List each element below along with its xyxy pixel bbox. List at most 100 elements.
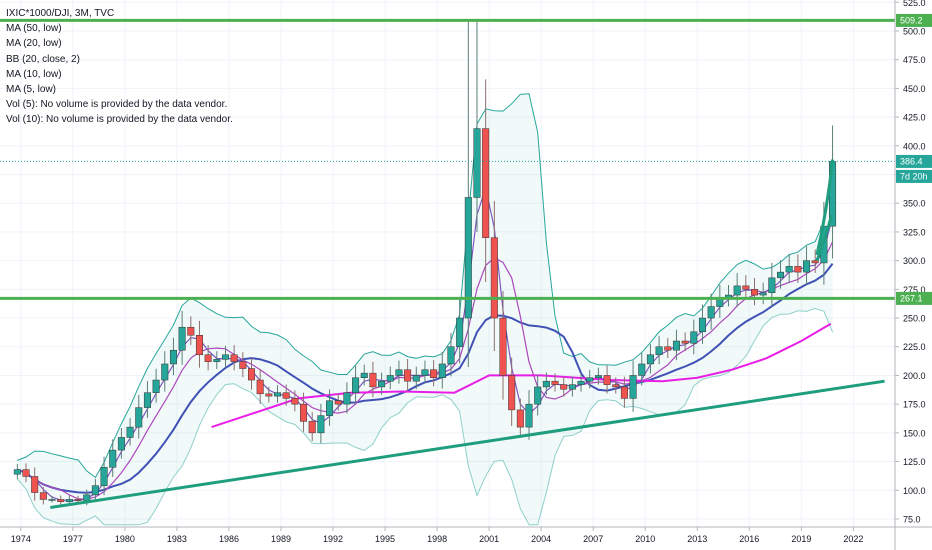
price-tick-label: 500.0 (903, 27, 926, 37)
candle-body (57, 499, 65, 502)
candle-body (65, 499, 73, 502)
candle-body (178, 326, 186, 351)
candle-body (803, 260, 811, 273)
candle-body (74, 499, 82, 501)
candle-body (126, 426, 134, 438)
candle-body (291, 398, 299, 405)
candle-body (152, 379, 160, 393)
price-tick-label: 125.0 (903, 457, 926, 467)
time-tick-label: 2013 (687, 534, 707, 544)
badge-level-509: 509.2 (900, 15, 923, 25)
candle-body (560, 384, 568, 390)
candle-body (326, 400, 334, 416)
candle-body (698, 317, 706, 333)
price-tick-label: 525.0 (903, 0, 926, 8)
price-badges: 509.2 386.4 7d 20h 267.1 (896, 13, 932, 305)
candle-body (733, 285, 741, 296)
legend-bb-20[interactable]: BB (20, close, 2) (6, 53, 80, 65)
candle-body (213, 359, 221, 362)
bollinger-fill (17, 93, 833, 525)
price-tick-label: 175.0 (903, 400, 926, 410)
candle-body (759, 292, 767, 296)
candle-body (48, 499, 56, 501)
price-tick-label: 75.0 (903, 514, 921, 524)
candle-body (135, 407, 143, 428)
candle-body (334, 400, 342, 405)
candle-body (811, 260, 819, 264)
candle-body (655, 346, 663, 356)
legend-symbol[interactable]: IXIC*1000/DJI, 3M, TVC (6, 8, 115, 19)
candle-body (690, 331, 698, 344)
price-tick-label: 425.0 (903, 113, 926, 123)
candle-body (22, 469, 30, 477)
candle-body (664, 346, 672, 351)
legend-ma-5[interactable]: MA (5, low) (6, 84, 57, 96)
time-tick-label: 1992 (323, 534, 343, 544)
badge-last-price-bg (896, 154, 932, 168)
price-tick-label: 300.0 (903, 256, 926, 266)
candle-body (742, 285, 750, 290)
badge-level-267: 267.1 (900, 293, 923, 303)
candlestick-series (13, 20, 837, 506)
bollinger-bands (16, 93, 834, 526)
time-tick-label: 2001 (479, 534, 499, 544)
candle-body (447, 346, 455, 365)
candle-body (751, 289, 759, 296)
candle-body (204, 354, 212, 362)
candle-body (438, 363, 446, 378)
candle-body (542, 380, 550, 388)
candle-body (343, 392, 351, 405)
candle-body (109, 449, 117, 468)
drawing-tools (0, 18, 895, 509)
candle-body (143, 392, 151, 408)
candle-body (482, 128, 490, 238)
candle-body (508, 375, 516, 411)
candle-body (117, 437, 125, 451)
candle-body (430, 369, 438, 378)
bollinger-upper (17, 93, 834, 479)
candle-body (473, 128, 481, 198)
legend-ma-50[interactable]: MA (50, low) (6, 23, 62, 35)
candle-body (672, 340, 680, 351)
badge-level-509-bg (896, 13, 932, 27)
candle-body (161, 363, 169, 381)
candle-body (638, 363, 646, 376)
candle-body (594, 375, 602, 378)
candle-body (464, 197, 472, 319)
chart-grid (0, 0, 895, 527)
candle-body (421, 369, 429, 376)
price-tick-label: 225.0 (903, 342, 926, 352)
candle-body (681, 340, 689, 344)
candle-body (83, 494, 91, 501)
candle-body (577, 380, 585, 385)
time-tick-label: 1974 (11, 534, 31, 544)
candle-body (516, 409, 524, 428)
price-tick-label: 400.0 (903, 141, 926, 151)
candle-body (785, 266, 793, 273)
candle-body (13, 469, 21, 475)
candle-body (282, 392, 290, 399)
price-tick-label: 450.0 (903, 84, 926, 94)
candle-body (777, 271, 785, 279)
badge-level-267-bg (896, 291, 932, 305)
time-tick-label: 1980 (115, 534, 135, 544)
candle-body (404, 369, 412, 382)
legend-vol-5[interactable]: Vol (5): No volume is provided by the da… (6, 99, 228, 111)
time-tick-label: 2007 (583, 534, 603, 544)
candle-body (300, 403, 308, 422)
candle-body (369, 372, 377, 388)
legend-vol-10[interactable]: Vol (10): No volume is provided by the d… (6, 114, 233, 126)
candle-body (395, 369, 403, 376)
price-tick-label: 325.0 (903, 227, 926, 237)
candle-body (768, 277, 776, 294)
brush-stroke-lower (815, 214, 834, 262)
candle-body (31, 476, 39, 493)
legend-ma-20[interactable]: MA (20, low) (6, 38, 62, 50)
candle-body (195, 335, 203, 356)
candle-body (629, 375, 637, 399)
candle-body (247, 368, 256, 381)
legend-ma-10[interactable]: MA (10, low) (6, 68, 62, 80)
candle-body (274, 392, 282, 397)
